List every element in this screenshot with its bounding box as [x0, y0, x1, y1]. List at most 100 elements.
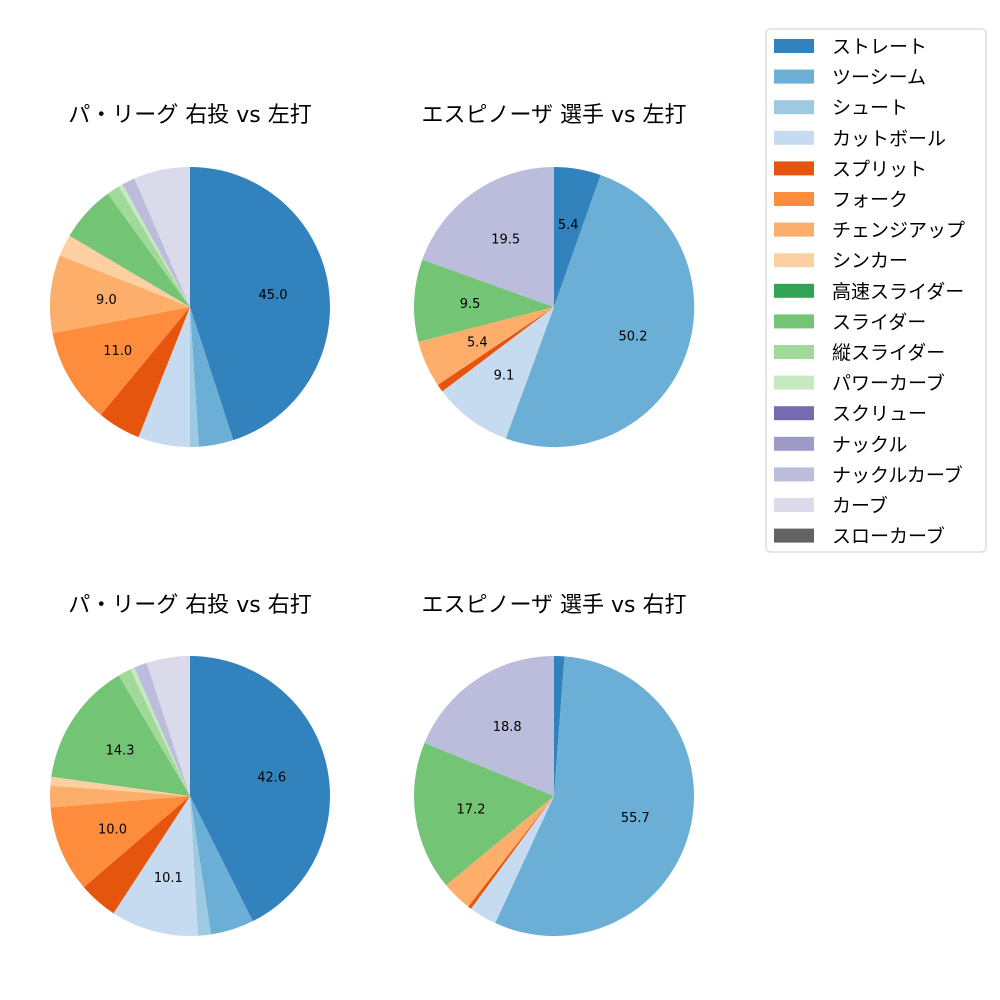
pie-slice	[190, 307, 199, 447]
slice-label: 5.4	[558, 218, 579, 233]
legend-swatch	[774, 69, 814, 84]
slice-label: 9.5	[460, 297, 481, 312]
legend-label: ナックルカーブ	[832, 463, 963, 486]
legend-item: スライダー	[774, 311, 926, 333]
legend-label: 縦スライダー	[832, 342, 945, 364]
pie-slice	[49, 255, 191, 334]
pie-slice	[146, 656, 190, 796]
pie-chart-4: エスピノーザ 選手 vs 右打 55.7 17.2 18.8	[414, 593, 695, 937]
legend-item: スプリット	[774, 158, 927, 180]
pie-slice	[113, 796, 198, 937]
legend-item: ナックルカーブ	[774, 463, 963, 486]
pie-slice	[422, 167, 554, 307]
legend-swatch	[774, 100, 814, 115]
legend-label: ストレート	[832, 36, 927, 58]
pie-slice	[100, 307, 190, 438]
slice-label: 11.0	[103, 344, 132, 359]
legend-label: カットボール	[832, 128, 946, 150]
pie-slice	[418, 307, 554, 385]
legend-label: スライダー	[832, 311, 926, 333]
legend-swatch	[774, 528, 814, 543]
pie-slice	[50, 776, 191, 796]
pie-slice	[134, 167, 190, 307]
legend-swatch	[774, 467, 814, 482]
legend-frame	[765, 28, 987, 553]
pie-slice	[414, 742, 554, 886]
legend-item: カットボール	[774, 128, 946, 150]
legend-label: スローカーブ	[832, 525, 945, 548]
legend-item: スローカーブ	[774, 525, 945, 548]
pie-slice	[505, 174, 695, 448]
legend-swatch	[774, 436, 814, 451]
pie-slice	[495, 656, 695, 937]
legend-swatch	[774, 406, 814, 421]
legend-label: 高速スライダー	[832, 281, 964, 303]
legend-label: シンカー	[832, 250, 908, 272]
legend-swatch	[774, 39, 814, 53]
pie-slice	[190, 167, 331, 441]
slice-label: 10.0	[98, 822, 127, 837]
pie-chart-2: エスピノーザ 選手 vs 左打 5.4 50.2 9.1 5.4 9.5 19.5	[414, 103, 695, 448]
pie-slice	[424, 656, 554, 796]
pie-slice	[437, 307, 554, 392]
pie-slice	[118, 669, 190, 796]
legend-label: ナックル	[832, 434, 907, 456]
slice-label: 19.5	[491, 232, 520, 247]
legend-item: 縦スライダー	[774, 342, 945, 364]
slice-label: 18.8	[493, 720, 522, 735]
slice-label: 5.4	[467, 335, 488, 350]
pie-slice	[107, 186, 190, 307]
legend-item: ストレート	[774, 36, 927, 58]
legend-item: スクリュー	[774, 403, 927, 425]
slice-label: 50.2	[619, 330, 648, 345]
pie-chart-3: パ・リーグ 右投 vs 右打 42.6 10.1 10.0 14.3	[50, 593, 331, 937]
slice-label: 45.0	[259, 288, 288, 303]
pie-slice	[471, 796, 554, 924]
pie-charts: パ・リーグ 右投 vs 左打 45.0 11.0 9.0 エスピノーザ 選手 vs 左打…	[49, 103, 695, 937]
chart-title: エスピノーザ 選手 vs 右打	[421, 593, 686, 618]
slice-label: 9.1	[494, 369, 515, 384]
pie-slice	[130, 667, 190, 796]
legend-item: 高速スライダー	[774, 281, 964, 303]
pie-slice	[190, 307, 234, 447]
legend-item: チェンジアップ	[774, 220, 965, 242]
pie-slice	[190, 796, 212, 936]
slice-label: 14.3	[106, 743, 135, 758]
legend-label: パワーカーブ	[832, 372, 945, 395]
legend-swatch	[774, 498, 814, 512]
pie-slice	[138, 307, 190, 447]
legend-swatch	[774, 222, 814, 237]
legend-swatch	[774, 375, 814, 390]
slice-label: 55.7	[621, 811, 650, 826]
legend-item: パワーカーブ	[774, 372, 945, 395]
legend-label: ツーシーム	[832, 67, 926, 89]
legend-label: シュート	[832, 97, 908, 119]
legend-item: シンカー	[774, 250, 908, 272]
legend-item: カーブ	[774, 494, 888, 517]
pie-slice	[122, 178, 190, 307]
legend-label: カーブ	[832, 494, 888, 517]
legend-swatch	[774, 314, 814, 329]
chart-title: パ・リーグ 右投 vs 左打	[68, 103, 311, 128]
pie-slice	[51, 675, 191, 796]
pie-slice	[554, 656, 565, 796]
legend-swatch	[774, 192, 814, 206]
pie-slice	[468, 796, 554, 909]
legend-swatch	[774, 130, 814, 145]
pie-chart-1: パ・リーグ 右投 vs 左打 45.0 11.0 9.0	[49, 103, 331, 447]
legend-label: スクリュー	[832, 403, 927, 425]
pie-slice	[118, 184, 190, 307]
pie-slice	[446, 796, 554, 907]
pie-slice	[83, 796, 190, 914]
chart-title: パ・リーグ 右投 vs 右打	[68, 593, 311, 618]
legend-swatch	[774, 283, 814, 298]
pie-slice	[442, 307, 554, 439]
legend-swatch	[774, 345, 814, 359]
legend-item: ツーシーム	[774, 67, 926, 89]
pie-slice	[59, 235, 190, 307]
legend-swatch	[774, 161, 814, 176]
legend-swatch	[774, 253, 814, 268]
pie-slice	[190, 796, 253, 935]
legend-label: スプリット	[832, 158, 927, 180]
pie-slice	[134, 662, 190, 796]
